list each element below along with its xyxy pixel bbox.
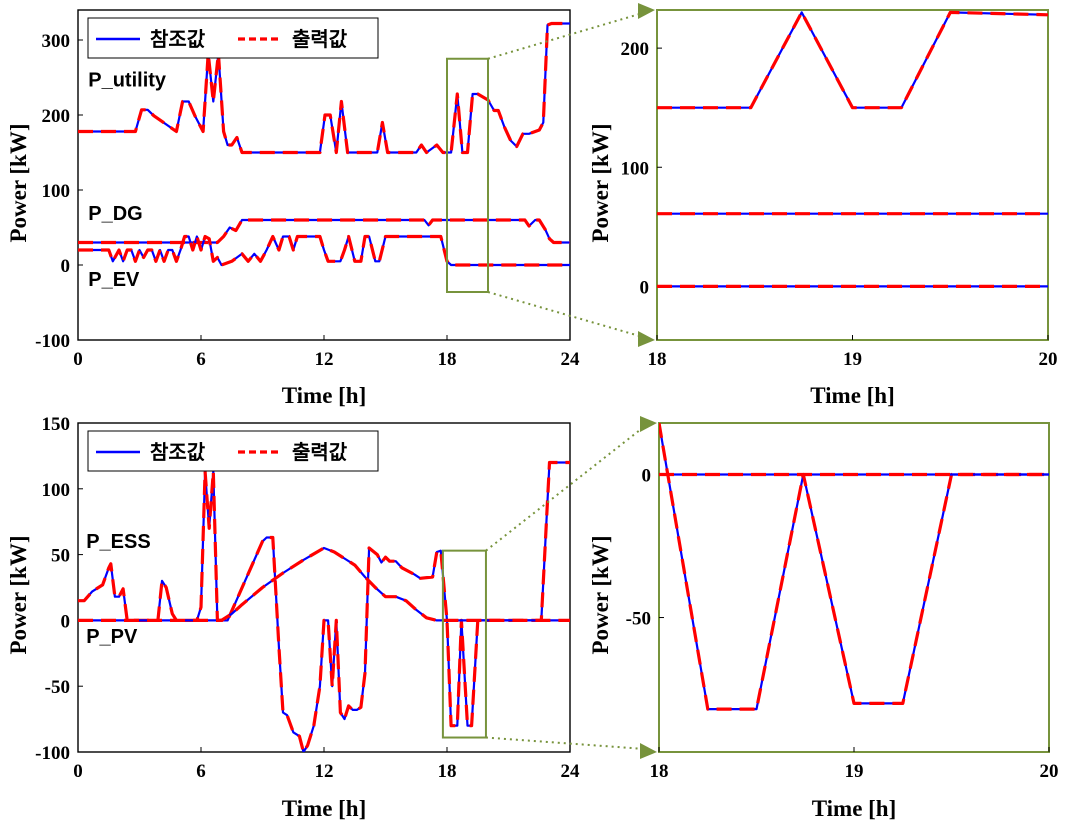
series-output-p-pv [78, 546, 570, 623]
axes-box [656, 9, 1049, 341]
y-tick-label: 100 [42, 181, 71, 202]
y-tick-label: 100 [621, 158, 650, 179]
legend: 참조값 출력값 [87, 430, 379, 472]
y-axis-label: Power [kW] [6, 123, 31, 242]
axes-box [77, 9, 571, 341]
x-tick-label: 6 [196, 761, 206, 782]
series-annotation: P_EV [88, 269, 140, 291]
x-tick-label: 6 [196, 349, 206, 370]
zoom-arrowhead [640, 416, 657, 432]
zoom-region-box [446, 57, 489, 293]
series-output-p-ess [659, 423, 1049, 711]
series-annotation: P_PV [86, 626, 138, 648]
series-output-p-utility [78, 21, 570, 155]
zoom-arrowhead [638, 331, 655, 347]
y-tick-label: 0 [640, 277, 650, 298]
y-tick-label: 0 [61, 611, 71, 632]
plot-area [78, 460, 570, 752]
y-axis-label: Power [kW] [6, 535, 31, 654]
x-tick-label: 0 [73, 761, 83, 782]
legend-reference-label: 참조값 [150, 440, 206, 464]
x-tick-label: 24 [561, 761, 581, 782]
y-tick-label: 0 [61, 256, 71, 277]
zoom-arrowhead [638, 3, 655, 19]
y-tick-label: 0 [642, 465, 652, 486]
plot-area [659, 423, 1049, 711]
series-output-p-ess [78, 460, 570, 752]
y-tick-label: 200 [42, 106, 71, 127]
y-tick-label: 200 [621, 39, 650, 60]
y-tick-label: -100 [35, 331, 70, 352]
y-tick-label: -50 [626, 609, 651, 630]
x-tick-label: 24 [561, 349, 581, 370]
series-reference-p-ess [78, 461, 570, 752]
x-tick-label: 18 [648, 349, 667, 370]
x-axis-label: Time [h] [282, 796, 367, 821]
series-reference-p-pv [78, 546, 570, 622]
series-annotation: P_utility [88, 70, 167, 92]
series-output-p-utility [657, 10, 1048, 110]
plot-area [657, 10, 1048, 288]
x-tick-label: 18 [438, 349, 457, 370]
zoom-region-box [441, 549, 487, 739]
y-tick-label: -50 [45, 677, 70, 698]
legend: 참조값 출력값 [87, 17, 379, 59]
legend-output-label: 출력값 [292, 440, 348, 464]
y-tick-label: 50 [51, 546, 70, 567]
zoom-connector [487, 291, 644, 338]
y-axis-label: Power [kW] [588, 535, 613, 654]
y-tick-label: 150 [42, 414, 71, 435]
series-reference-p-dg [78, 218, 570, 244]
axes-box [77, 422, 571, 753]
y-tick-label: 100 [42, 480, 71, 501]
x-axis-label: Time [h] [812, 796, 897, 821]
panel-bottom_zoom: 18 19 20 -50 0 Time [h] Power [kW] [588, 422, 1059, 821]
series-output-p-ev [78, 234, 570, 267]
x-tick-label: 18 [650, 761, 669, 782]
x-tick-label: 18 [438, 761, 457, 782]
legend-reference-label: 참조값 [150, 27, 206, 51]
x-tick-label: 12 [315, 349, 334, 370]
x-tick-label: 12 [315, 761, 334, 782]
x-axis-label: Time [h] [810, 383, 895, 408]
x-tick-label: 0 [73, 349, 83, 370]
x-axis-label: Time [h] [282, 383, 367, 408]
series-annotation: P_DG [88, 203, 142, 225]
x-tick-label: 20 [1040, 761, 1059, 782]
plot-area [78, 21, 570, 267]
series-reference-p-ess [659, 423, 1049, 711]
legend-output-label: 출력값 [292, 27, 348, 51]
series-annotation: P_ESS [86, 531, 150, 553]
x-tick-label: 20 [1039, 349, 1058, 370]
y-tick-label: -100 [35, 743, 70, 764]
panel-bottom_main: 0 6 12 18 24 -100 -50 0 50 100 150 Time [h] Power [k… [6, 414, 580, 821]
zoom-arrowhead [640, 743, 657, 759]
x-tick-label: 19 [845, 761, 864, 782]
series-reference-p-utility [657, 11, 1048, 109]
x-tick-label: 19 [843, 349, 862, 370]
y-tick-label: 300 [42, 31, 71, 52]
series-output-p-dg [78, 218, 570, 245]
zoom-connector [485, 736, 646, 750]
zoom-connector [485, 425, 646, 552]
y-axis-label: Power [kW] [588, 123, 613, 242]
